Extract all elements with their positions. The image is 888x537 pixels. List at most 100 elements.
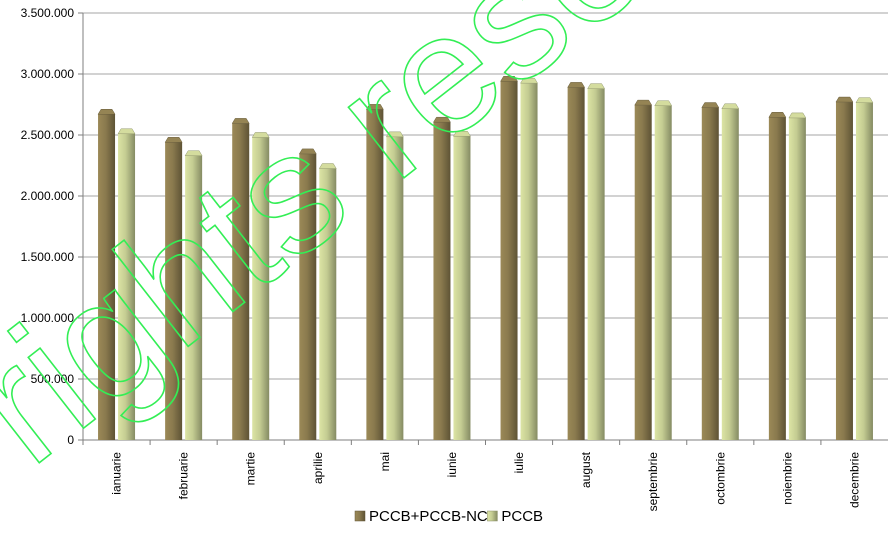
bar-body — [567, 87, 585, 441]
legend-label: PCCB — [501, 508, 543, 525]
y-tick-label: 0 — [67, 433, 74, 447]
bar-cap — [251, 132, 270, 138]
bar-cap — [835, 96, 854, 103]
bar-cap — [231, 118, 250, 124]
bar — [788, 112, 807, 441]
bar-cap — [117, 128, 136, 135]
bar — [251, 132, 270, 440]
x-tick-label: martie — [244, 452, 258, 486]
bars — [97, 76, 874, 441]
bar — [365, 104, 384, 440]
bar-cap — [587, 83, 606, 89]
y-tick-label: 500.000 — [31, 372, 75, 386]
bar-body — [299, 153, 317, 440]
legend-item: PCCB+PCCB-NC — [354, 508, 488, 525]
bar-body — [768, 117, 786, 440]
x-tick-label: octombrie — [713, 452, 727, 505]
bar-body — [319, 168, 337, 441]
x-tick-label: septembrie — [646, 452, 660, 512]
y-tick-label: 2.500.000 — [21, 128, 75, 142]
bar-body — [165, 142, 183, 440]
bar-body — [721, 108, 739, 441]
bar-cap — [184, 150, 203, 156]
bar-cap — [788, 112, 807, 119]
bar-cap — [453, 130, 471, 137]
bar — [701, 102, 720, 441]
bar — [567, 82, 586, 441]
legend-swatch — [354, 510, 366, 522]
x-tick-label: iulie — [512, 452, 526, 474]
legend: PCCB+PCCB-NC PCCB — [354, 508, 543, 525]
axes — [78, 12, 888, 445]
bar-body — [701, 107, 719, 441]
bar — [433, 116, 451, 440]
legend-item: PCCB — [487, 508, 543, 525]
bar-cap — [365, 104, 384, 110]
bar — [385, 131, 404, 440]
bar-body — [835, 102, 853, 440]
bar-cap — [164, 137, 183, 143]
bar — [453, 130, 471, 440]
bar-cap — [634, 99, 653, 106]
gridlines — [83, 12, 888, 441]
bar-body — [654, 105, 672, 440]
bar-cap — [701, 102, 720, 108]
bar — [587, 83, 606, 440]
bar-body — [366, 109, 384, 440]
bar-body — [520, 83, 538, 441]
bar — [500, 76, 518, 440]
x-tick-label: februarie — [177, 452, 191, 500]
bar-cap — [721, 103, 740, 110]
bar-cap — [520, 77, 538, 84]
bar — [855, 97, 874, 441]
bar-body — [788, 117, 806, 441]
bar-body — [634, 105, 652, 441]
bar-body — [855, 102, 873, 441]
bar — [298, 148, 317, 440]
bar — [634, 99, 653, 441]
bar-body — [500, 81, 518, 440]
bar — [318, 163, 337, 441]
bar-body — [185, 155, 203, 441]
bar — [520, 77, 538, 441]
bar — [768, 112, 787, 440]
x-tick-label: mai — [378, 452, 392, 471]
bar-cap — [768, 112, 787, 118]
x-tick-label: aprilie — [311, 452, 325, 484]
bar-cap — [500, 76, 518, 82]
x-tick-label: august — [579, 451, 593, 488]
y-tick-label: 3.000.000 — [21, 67, 75, 81]
bar — [184, 150, 203, 441]
bar — [97, 109, 116, 440]
bar-cap — [567, 82, 586, 88]
bar-cap — [385, 131, 404, 138]
bar — [117, 128, 136, 440]
x-tick-label: iunie — [445, 452, 459, 478]
bar — [654, 100, 673, 440]
bar — [835, 96, 854, 440]
legend-label: PCCB+PCCB-NC — [369, 508, 488, 525]
bar-body — [453, 136, 471, 440]
bar-cap — [433, 116, 451, 123]
bar-cap — [855, 97, 874, 103]
bar-cap — [298, 148, 317, 155]
bar-body — [232, 123, 250, 440]
y-tick-label: 1.500.000 — [21, 250, 75, 264]
bar-body — [433, 122, 451, 440]
bar-body — [98, 114, 116, 440]
y-tick-label: 1.000.000 — [21, 311, 75, 325]
bar-cap — [654, 100, 673, 106]
y-tick-label: 3.500.000 — [21, 6, 75, 20]
x-tick-label: ianuarie — [110, 452, 124, 495]
bar-body — [587, 88, 605, 440]
y-tick-label: 2.000.000 — [21, 189, 75, 203]
bar-body — [386, 136, 404, 440]
bar-body — [118, 133, 136, 440]
bar-cap — [318, 163, 337, 169]
tick-labels: 0 500.000 1.000.000 1.500.000 2.000.000 2.500… — [21, 6, 862, 511]
bar — [164, 137, 183, 440]
legend-swatch — [487, 510, 498, 522]
bar-cap — [97, 109, 116, 115]
